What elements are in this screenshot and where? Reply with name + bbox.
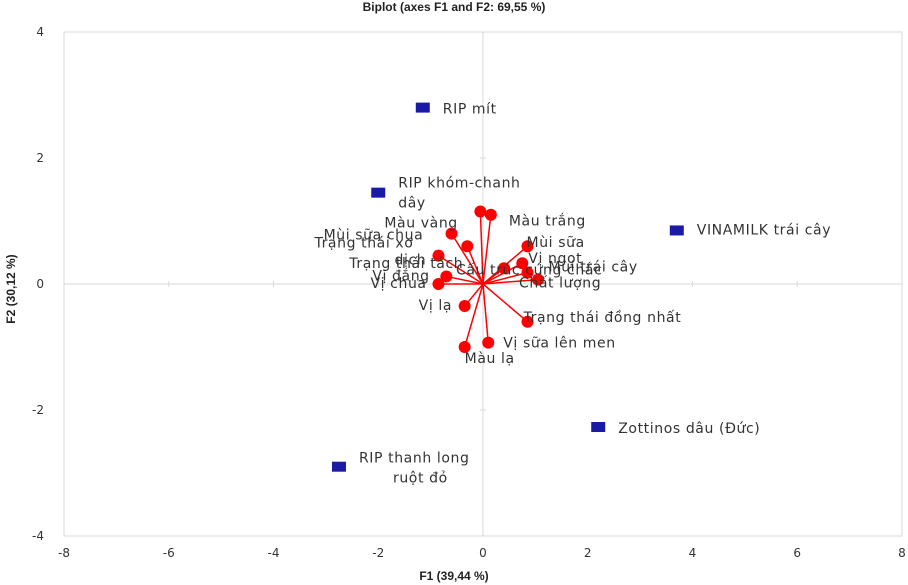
variable-point bbox=[432, 249, 445, 262]
y-tick-label: -4 bbox=[32, 529, 44, 543]
variable-label: Mùi sữa bbox=[527, 235, 585, 251]
variable-point bbox=[516, 257, 529, 270]
variable-label: Cấu trúc cứng chắc bbox=[456, 261, 602, 278]
x-tick-label: 6 bbox=[793, 546, 801, 560]
observation-label: RIP mít bbox=[443, 102, 497, 118]
y-tick-label: -2 bbox=[32, 403, 44, 417]
x-tick-label: -2 bbox=[372, 546, 384, 560]
x-tick-label: -4 bbox=[268, 546, 280, 560]
variable-vector bbox=[463, 283, 484, 348]
observation-label: VINAMILK trái cây bbox=[697, 222, 831, 238]
variable-vectors bbox=[432, 205, 544, 353]
variable-vector bbox=[482, 283, 489, 343]
variable-label: Vị đắng bbox=[372, 267, 429, 284]
variable-point bbox=[484, 208, 497, 221]
variable-point bbox=[497, 262, 510, 275]
observation-point bbox=[591, 422, 606, 433]
variable-vector bbox=[482, 283, 529, 323]
variable-point bbox=[521, 266, 534, 279]
variable-vector bbox=[482, 214, 492, 285]
variable-point bbox=[474, 205, 487, 218]
x-axis-label: F1 (39,44 %) bbox=[419, 569, 489, 583]
variable-label: Trạng thái tách bbox=[348, 256, 463, 272]
observation-label: dây bbox=[398, 196, 426, 212]
variable-vector bbox=[446, 275, 484, 285]
observation-point bbox=[331, 461, 346, 472]
x-tick-label: 8 bbox=[898, 546, 906, 560]
observation-label: Zottinos dâu (Đức) bbox=[618, 421, 760, 437]
variable-label: Chất lượng bbox=[519, 276, 601, 292]
variable-point bbox=[521, 240, 534, 253]
variable-point bbox=[445, 227, 458, 240]
x-tick-label: 0 bbox=[479, 546, 487, 560]
variable-label: Mùi trái cây bbox=[549, 260, 638, 276]
x-tick-label: -8 bbox=[58, 546, 70, 560]
variable-vector bbox=[450, 233, 484, 285]
chart-title: Biplot (axes F1 and F2: 69,55 %) bbox=[362, 0, 546, 14]
variable-label: Màu vàng bbox=[384, 216, 457, 232]
x-tick-label: 2 bbox=[584, 546, 592, 560]
variable-vector bbox=[482, 278, 539, 285]
variable-label: Mùi sữa chua bbox=[324, 228, 424, 244]
variable-vector bbox=[479, 211, 484, 285]
variable-point bbox=[482, 336, 495, 349]
observation-label: RIP thanh long bbox=[359, 451, 470, 467]
y-tick-label: 4 bbox=[36, 25, 44, 39]
variable-point bbox=[521, 315, 534, 328]
y-tick-label: 2 bbox=[36, 151, 44, 165]
variable-label: dịch bbox=[394, 253, 426, 269]
observation-point bbox=[415, 102, 430, 113]
variable-label: Trạng thái đồng nhất bbox=[523, 309, 682, 326]
variable-label: Vị lạ bbox=[419, 298, 452, 314]
x-tick-label: -6 bbox=[163, 546, 175, 560]
variable-label: Vị ngọt bbox=[528, 251, 582, 267]
observation-label: ruột đỏ bbox=[393, 471, 448, 487]
variable-label: Màu trắng bbox=[509, 213, 586, 230]
variable-label: Màu lạ bbox=[465, 351, 515, 367]
variable-point bbox=[458, 300, 471, 313]
observation-point bbox=[371, 187, 386, 198]
observation-points bbox=[331, 102, 684, 472]
variable-point bbox=[458, 341, 471, 353]
variable-vector bbox=[482, 271, 528, 285]
variable-vector bbox=[438, 255, 484, 285]
observation-label: RIP khóm-chanh bbox=[398, 176, 520, 192]
observation-point bbox=[669, 225, 684, 236]
x-tick-label: 4 bbox=[689, 546, 697, 560]
variable-label: Vị chua bbox=[370, 276, 426, 292]
y-tick-label: 0 bbox=[36, 277, 44, 291]
variable-point bbox=[531, 273, 544, 286]
variable-point bbox=[440, 270, 453, 283]
variable-point bbox=[432, 278, 445, 290]
variable-label: Vị sữa lên men bbox=[503, 336, 615, 352]
tick-labels: -8 -6 -4 -2 0 2 4 6 8 -4 -2 0 2 4 bbox=[32, 25, 906, 560]
variable-point bbox=[461, 240, 474, 253]
variable-label: Trạng thái xơ bbox=[313, 236, 413, 252]
variable-vector bbox=[466, 245, 484, 285]
